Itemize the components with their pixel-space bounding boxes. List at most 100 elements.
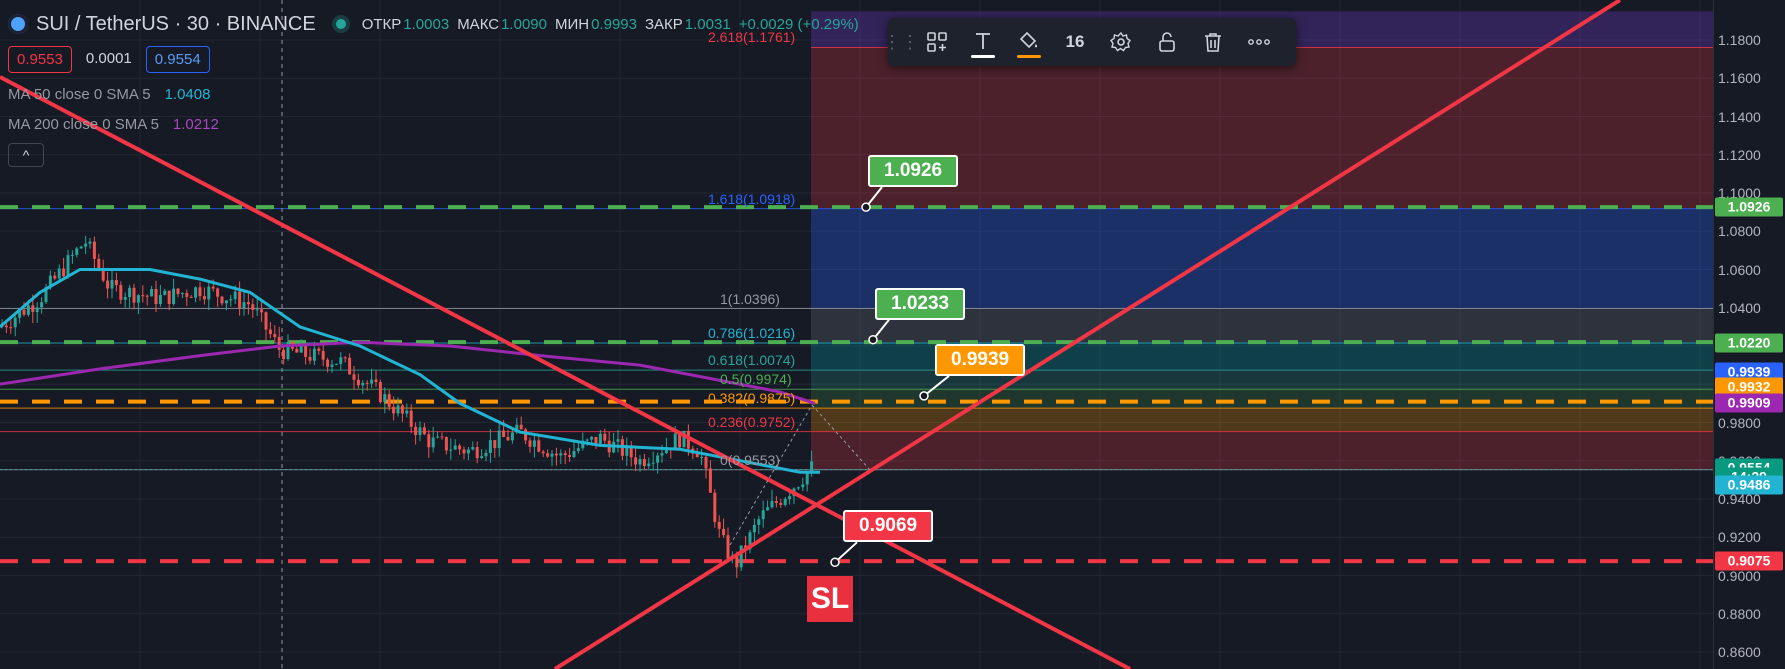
candle-body	[678, 433, 682, 448]
candle-body	[752, 524, 756, 533]
candle-body	[92, 241, 96, 259]
candle-body	[326, 359, 330, 367]
candle-body	[480, 456, 484, 458]
candle-body	[735, 555, 739, 568]
quote-pills: 0.9553 0.0001 0.9554	[8, 46, 210, 73]
candle-body	[97, 258, 101, 269]
candle-body	[356, 379, 360, 386]
candle-body	[392, 406, 396, 414]
candle-body	[312, 348, 316, 361]
delete-icon[interactable]	[1190, 18, 1236, 66]
drawing-toolbar: ⋮⋮ 16	[883, 18, 1296, 66]
price-axis-tick: 1.0400	[1718, 299, 1761, 316]
stop-loss-label[interactable]: SL	[807, 576, 853, 622]
candle-body	[594, 436, 598, 444]
candle-body	[660, 453, 664, 456]
candle-body	[348, 357, 352, 375]
candle-body	[286, 341, 290, 360]
price-callout[interactable]: 1.0926	[868, 155, 959, 188]
price-axis-tick: 1.1200	[1718, 146, 1761, 163]
settings-icon[interactable]	[1098, 18, 1144, 66]
price-callout[interactable]: 0.9069	[843, 510, 934, 543]
candle-body	[810, 461, 814, 473]
candle-body	[163, 290, 167, 296]
candle-body	[194, 287, 198, 298]
price-axis-tick: 0.9000	[1718, 567, 1761, 584]
candle-body	[458, 445, 462, 450]
candle-body	[761, 510, 765, 520]
candle-body	[695, 453, 699, 458]
candle-body	[656, 455, 660, 463]
candle-body	[101, 268, 105, 281]
candle-body	[541, 451, 545, 454]
candle-body	[176, 288, 180, 294]
candle-body	[550, 453, 554, 457]
callout-pointer	[834, 541, 858, 564]
ma50-label: MA 50 close 0 SMA 5	[8, 86, 151, 103]
price-callout[interactable]: 1.0233	[875, 287, 966, 320]
fib-zone-05	[811, 389, 1713, 409]
fib-level-label: 0.236(0.9752)	[708, 413, 796, 430]
candle-body	[75, 248, 79, 255]
ma50-legend[interactable]: MA 50 close 0 SMA 5 1.0408	[8, 86, 210, 103]
symbol-title[interactable]: SUI / TetherUS · 30 · BINANCE	[36, 12, 316, 35]
callout-anchor	[861, 202, 871, 212]
price-axis-tick: 1.0800	[1718, 223, 1761, 240]
candle-body	[383, 394, 387, 403]
candle-body	[537, 440, 541, 452]
candle-body	[805, 472, 809, 485]
object-tree-icon[interactable]	[914, 18, 960, 66]
ma200-label: MA 200 close 0 SMA 5	[8, 116, 159, 133]
more-icon[interactable]	[1236, 18, 1282, 66]
ma200-legend[interactable]: MA 200 close 0 SMA 5 1.0212	[8, 116, 219, 133]
font-size-button[interactable]: 16	[1065, 32, 1085, 51]
price-callout[interactable]: 0.9939	[935, 343, 1026, 376]
price-axis-tick: 1.1400	[1718, 108, 1761, 125]
candle-body	[128, 287, 132, 297]
candle-body	[801, 484, 805, 488]
drag-handle-icon[interactable]: ⋮⋮	[883, 31, 919, 52]
price-axis-tick: 0.9200	[1718, 529, 1761, 546]
candle-body	[260, 309, 264, 313]
candle-body	[268, 329, 272, 335]
candle-body	[136, 295, 140, 303]
candle-body	[717, 521, 721, 529]
close-value: 1.0031	[684, 15, 731, 33]
text-color-icon[interactable]	[960, 18, 1006, 66]
callout-pointer	[923, 375, 950, 397]
candle-body	[185, 293, 189, 297]
price-axis-tick: 1.1800	[1718, 32, 1761, 48]
candle-body	[427, 434, 431, 448]
candle-body	[114, 280, 118, 286]
candle-body	[299, 345, 303, 353]
lock-icon[interactable]	[1144, 18, 1190, 66]
fill-color-icon[interactable]	[1006, 18, 1052, 66]
price-axis-tick: 0.8600	[1718, 644, 1761, 660]
candle-body	[726, 535, 730, 559]
candle-body	[488, 440, 492, 453]
open-label: ОТКР	[361, 15, 402, 33]
candle-body	[673, 433, 677, 451]
grid	[0, 0, 1713, 669]
candle-body	[365, 382, 369, 384]
collapse-legend-button[interactable]: ^	[8, 143, 44, 167]
candle-body	[431, 437, 435, 448]
candle-body	[576, 448, 580, 451]
candle-body	[554, 453, 558, 456]
candle-body	[13, 317, 17, 328]
price-axis-tag: 1.0220	[1715, 333, 1783, 353]
candle-body	[422, 427, 426, 435]
candle-body	[53, 275, 57, 279]
candle-body	[198, 287, 202, 297]
candle-body	[664, 447, 668, 454]
candle-body	[295, 348, 299, 353]
buy-price-button[interactable]: 0.9554	[145, 46, 210, 73]
candle-body	[453, 445, 457, 450]
callout-anchor	[868, 334, 878, 345]
candle-body	[40, 302, 44, 308]
candle-body	[238, 291, 242, 309]
sell-price-button[interactable]: 0.9553	[8, 46, 72, 73]
candle-body	[132, 287, 136, 303]
candle-body	[224, 300, 228, 304]
